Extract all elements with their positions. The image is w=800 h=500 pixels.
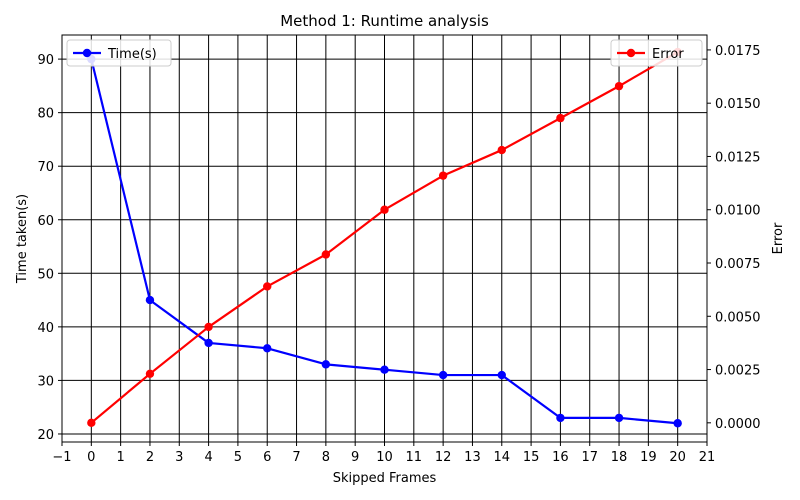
y-left-tick-label: 50 xyxy=(37,267,54,282)
x-tick-label: 11 xyxy=(406,450,423,465)
series xyxy=(87,47,682,428)
x-tick-label: 19 xyxy=(640,450,657,465)
x-tick-label: 20 xyxy=(669,450,686,465)
y-right-tick-label: 0.0025 xyxy=(715,364,761,379)
error-data-point xyxy=(263,282,272,291)
x-tick-label: 16 xyxy=(552,450,569,465)
x-tick-label: 14 xyxy=(493,450,510,465)
y-left-tick-label: 40 xyxy=(37,321,54,336)
x-tick-label: 9 xyxy=(351,450,359,465)
y-right-axis-title: Error xyxy=(771,222,786,254)
y-right-tick-label: 0.0075 xyxy=(715,257,761,272)
error-data-point xyxy=(556,113,565,123)
y-right-tick-label: 0.0175 xyxy=(715,44,761,59)
x-tick-label: 17 xyxy=(581,450,598,465)
y-right-tick-label: 0.0050 xyxy=(715,310,761,325)
error-legend-marker xyxy=(626,48,636,58)
x-tick-label: 7 xyxy=(292,450,300,465)
x-tick-label: 6 xyxy=(263,450,271,465)
error-legend-box xyxy=(610,39,703,67)
x-tick-label: 1 xyxy=(116,450,124,465)
x-tick-label: 12 xyxy=(435,450,452,465)
time-data-point xyxy=(614,413,624,423)
y-left-tick-label: 30 xyxy=(37,374,54,389)
y-left-tick-label: 80 xyxy=(37,107,54,122)
time-data-point xyxy=(204,338,213,348)
y-left-tick-label: 60 xyxy=(37,214,54,229)
x-tick-label: 3 xyxy=(175,450,183,465)
y-right-tick-label: 0.0150 xyxy=(715,97,761,112)
x-tick-label: 13 xyxy=(464,450,481,465)
error-data-point xyxy=(614,81,624,91)
x-tick-label: −1 xyxy=(52,450,71,465)
y-right-tick-label: 0.0000 xyxy=(715,417,761,432)
y-left-tick-label: 90 xyxy=(37,53,54,68)
error-data-point xyxy=(438,171,448,180)
x-tick-label: 18 xyxy=(611,450,628,465)
x-tick-label: 2 xyxy=(146,450,154,465)
time-data-point xyxy=(556,413,565,423)
chart-title: Method 1: Runtime analysis xyxy=(280,12,489,30)
error-legend-label: Error xyxy=(652,47,684,62)
y-left-tick-label: 20 xyxy=(37,428,54,443)
legends: Time(s) Error xyxy=(66,39,703,67)
time-legend-marker xyxy=(82,48,92,58)
time-data-point xyxy=(263,344,272,353)
x-tick-label: 21 xyxy=(699,450,716,465)
y-right-tick-label: 0.0100 xyxy=(715,204,761,219)
y-right-tick-label: 0.0125 xyxy=(715,150,761,165)
y-left-tick-label: 70 xyxy=(37,160,54,175)
x-tick-label: 15 xyxy=(523,450,540,465)
grid xyxy=(61,35,708,442)
y-left-axis-title: Time taken(s) xyxy=(15,194,30,284)
error-data-point xyxy=(145,369,155,379)
x-tick-label: 4 xyxy=(204,450,212,465)
time-data-point xyxy=(438,370,448,380)
time-legend-box xyxy=(66,39,172,67)
x-tick-label: 5 xyxy=(234,450,242,465)
error-data-point xyxy=(204,322,213,332)
time-data-point xyxy=(380,365,389,374)
x-tick-label: 8 xyxy=(322,450,330,465)
time-data-point xyxy=(321,360,331,369)
error-data-point xyxy=(87,418,96,428)
time-legend-label: Time(s) xyxy=(107,47,157,62)
x-axis-title: Skipped Frames xyxy=(333,471,437,486)
time-data-point xyxy=(497,370,506,380)
error-data-point xyxy=(497,145,506,155)
error-data-point xyxy=(380,205,389,214)
error-data-point xyxy=(321,250,331,259)
ticks: −1 0 1 2 3 4 5 6 7 8 9 10 11 12 13 14 15 16 17 18 19 20 212030… xyxy=(37,44,760,465)
time-data-point xyxy=(145,295,155,305)
x-tick-label: 10 xyxy=(376,450,393,465)
time-data-point xyxy=(673,419,682,428)
x-tick-label: 0 xyxy=(87,450,95,465)
